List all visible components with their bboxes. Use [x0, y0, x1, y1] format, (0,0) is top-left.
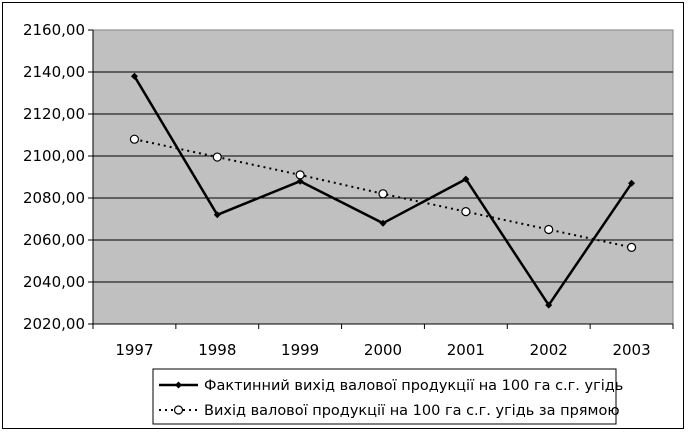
data-point-trend — [212, 152, 222, 162]
y-tick-label: 2160,00 — [23, 21, 85, 39]
x-axis-ticks: 1997 1998 1999 2000 2001 2002 2003 — [92, 323, 674, 359]
data-point-trend — [295, 170, 305, 180]
x-tick-label: 2003 — [612, 341, 650, 359]
data-point-actual — [545, 301, 553, 309]
data-point-trend — [129, 134, 140, 144]
y-tick-label: 2140,00 — [23, 63, 85, 81]
x-tick-label: 1998 — [198, 341, 236, 359]
data-point-trend — [626, 242, 637, 252]
data-point-actual — [296, 177, 304, 185]
x-tick-label: 2000 — [364, 341, 402, 359]
legend-label-actual: Фактинний вихід валової продукції на 100… — [204, 378, 623, 394]
y-tick-label: 2060,00 — [23, 231, 85, 249]
x-tick-label: 2001 — [447, 341, 485, 359]
data-point-actual — [462, 175, 470, 183]
data-point-trend — [544, 224, 554, 235]
data-point-actual — [379, 219, 387, 227]
y-tick-label: 2100,00 — [23, 147, 85, 165]
series-layer — [129, 72, 637, 309]
x-tick-label: 1997 — [115, 341, 153, 359]
y-tick-label: 2020,00 — [23, 315, 85, 333]
legend-box — [152, 368, 617, 425]
legend-marker-trend — [173, 405, 184, 415]
data-point-trend — [378, 189, 388, 199]
data-point-actual — [213, 211, 221, 219]
y-tick-label: 2080,00 — [23, 189, 85, 207]
x-tick-label: 2002 — [530, 341, 568, 359]
legend-label-trend: Вихід валової продукції на 100 га с.г. у… — [204, 403, 620, 419]
y-tick-label: 2040,00 — [23, 273, 85, 291]
gridlines — [93, 71, 673, 283]
legend-marker-actual — [175, 381, 182, 389]
plot-area — [92, 29, 674, 325]
x-tick-label: 1999 — [281, 341, 319, 359]
y-axis-ticks: 2020,00 2040,00 2060,00 2080,00 2100,00 2120,… — [23, 21, 94, 333]
data-point-actual — [130, 72, 138, 80]
data-point-actual — [628, 179, 636, 187]
data-point-trend — [461, 207, 471, 217]
y-tick-label: 2120,00 — [23, 105, 85, 123]
